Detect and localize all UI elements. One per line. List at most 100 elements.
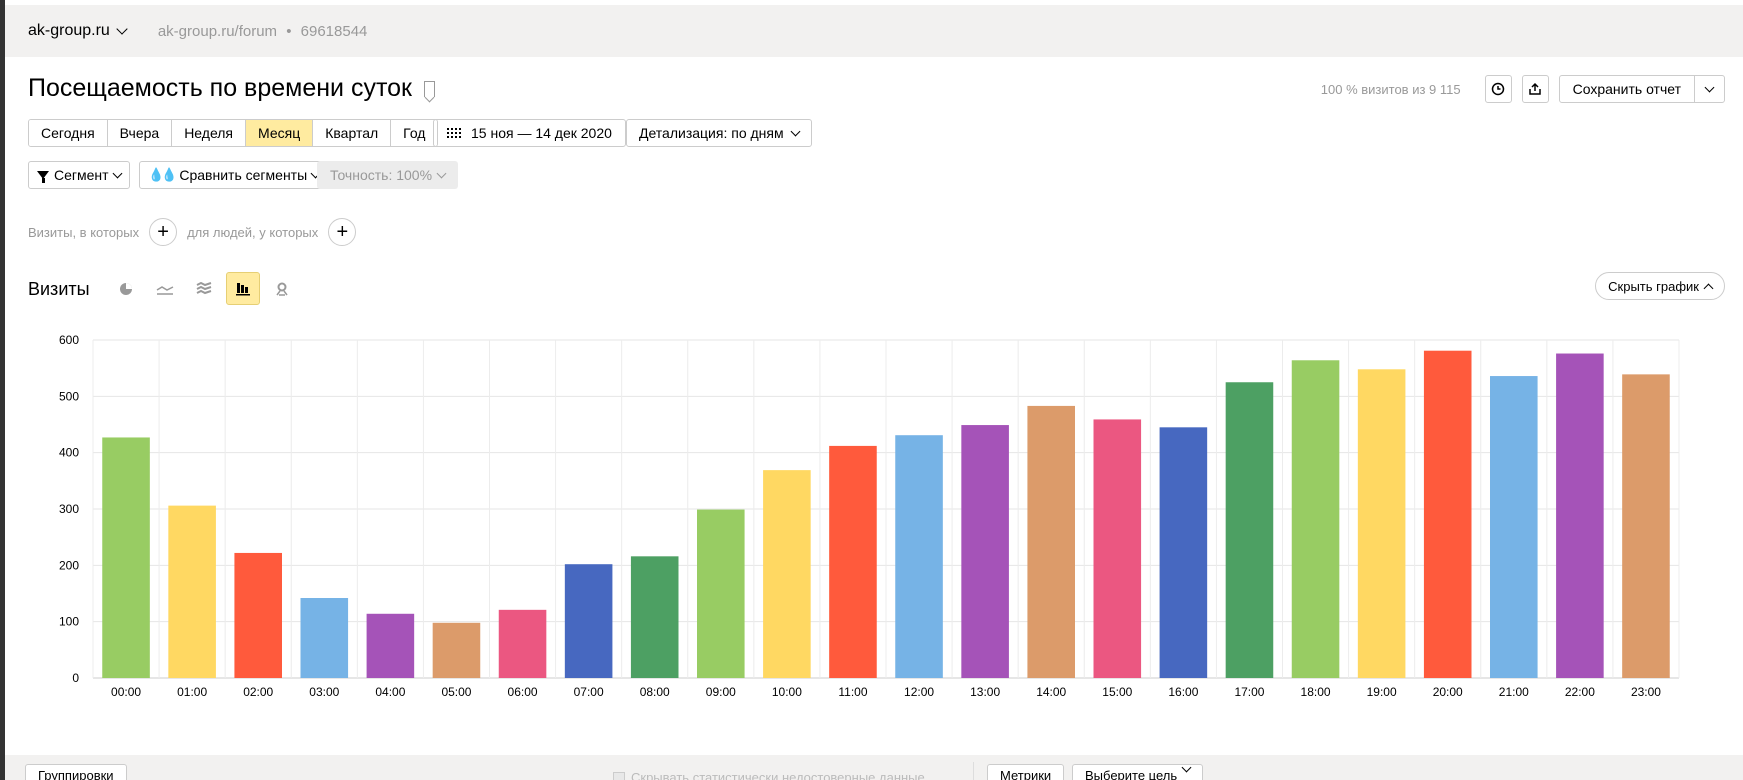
bar <box>300 598 349 678</box>
chart-type-bar[interactable] <box>226 272 260 305</box>
x-tick-label: 23:00 <box>1631 685 1661 699</box>
chevron-up-icon <box>1703 283 1714 293</box>
counter-info: ak-group.ru/forum • 69618544 <box>158 23 368 40</box>
bar <box>630 556 679 678</box>
period-quarter[interactable]: Квартал <box>313 120 392 146</box>
x-tick-label: 05:00 <box>441 685 471 699</box>
checkbox[interactable] <box>613 771 625 780</box>
accuracy-label: Точность: 100% <box>330 167 433 183</box>
bar <box>234 552 282 678</box>
period-year[interactable]: Год <box>391 120 438 146</box>
counter-path: ak-group.ru/forum <box>157 22 278 40</box>
period-week[interactable]: Неделя <box>172 120 247 146</box>
map-icon <box>276 282 288 296</box>
add-people-condition-button[interactable]: + <box>328 218 357 246</box>
bar <box>1622 374 1670 678</box>
groupings-button[interactable]: Группировки <box>25 764 127 780</box>
x-tick-label: 00:00 <box>111 685 141 699</box>
bar <box>168 505 216 678</box>
x-tick-label: 10:00 <box>772 685 802 699</box>
x-tick-label: 02:00 <box>243 685 273 699</box>
bar <box>1291 360 1340 678</box>
chart-type-switcher <box>109 272 299 305</box>
compare-segments-button[interactable]: 💧💧 Сравнить сегменты <box>139 161 329 189</box>
report-title: Посещаемость по времени суток <box>28 74 412 102</box>
divider <box>973 762 974 780</box>
x-tick-label: 08:00 <box>640 685 670 699</box>
hide-chart-label: Скрыть график <box>1608 278 1699 294</box>
bar <box>564 564 613 678</box>
x-tick-label: 03:00 <box>309 685 339 699</box>
chevron-down-icon <box>1704 82 1715 92</box>
bar <box>1093 419 1142 678</box>
x-tick-label: 19:00 <box>1367 685 1397 699</box>
goal-select-button[interactable]: Выберите цель <box>1072 762 1204 780</box>
period-yesterday[interactable]: Вчера <box>107 120 173 146</box>
metrics-button[interactable]: Метрики <box>987 764 1065 780</box>
date-range-button[interactable]: 15 ноя — 14 дек 2020 <box>433 119 626 147</box>
x-tick-label: 14:00 <box>1036 685 1066 699</box>
x-tick-label: 15:00 <box>1102 685 1132 699</box>
bar <box>1225 382 1274 678</box>
x-tick-label: 01:00 <box>177 685 207 699</box>
y-tick-label: 600 <box>59 333 79 347</box>
segment-label: Сегмент <box>54 167 109 183</box>
page-title: Посещаемость по времени суток <box>28 74 435 103</box>
save-report-menu[interactable] <box>1694 76 1724 102</box>
y-tick-label: 300 <box>59 502 79 516</box>
x-tick-label: 16:00 <box>1168 685 1198 699</box>
x-tick-label: 22:00 <box>1565 685 1595 699</box>
bar <box>1556 353 1604 678</box>
chart-type-map[interactable] <box>265 272 299 305</box>
bar <box>1159 427 1208 678</box>
x-tick-label: 11:00 <box>838 685 867 699</box>
bar <box>432 622 481 678</box>
export-button[interactable] <box>1521 75 1549 103</box>
period-today[interactable]: Сегодня <box>29 120 108 146</box>
chevron-down-icon <box>116 22 128 35</box>
history-button[interactable] <box>1484 75 1512 103</box>
visits-share-text: 100 % визитов из 9 115 <box>1320 81 1461 97</box>
bar <box>829 445 877 678</box>
calendar-icon <box>447 128 461 138</box>
y-tick-label: 400 <box>59 446 79 460</box>
bookmark-icon[interactable] <box>423 80 435 97</box>
bar <box>1357 369 1406 678</box>
bar <box>1423 350 1472 678</box>
hide-unreliable-toggle[interactable]: Скрывать статистически недостоверные дан… <box>613 770 925 780</box>
detail-dropdown[interactable]: Детализация: по дням <box>626 119 812 147</box>
visits-condition-label: Визиты, в которых <box>28 224 140 240</box>
period-month[interactable]: Месяц <box>246 120 314 146</box>
chart-type-pie[interactable] <box>109 272 143 305</box>
hide-unreliable-label: Скрывать статистически недостоверные дан… <box>631 770 925 780</box>
segment-button[interactable]: Сегмент <box>28 161 130 189</box>
period-selector: Сегодня Вчера Неделя Месяц Квартал Год <box>28 119 439 147</box>
save-report-label: Сохранить отчет <box>1572 81 1681 97</box>
x-tick-label: 04:00 <box>375 685 405 699</box>
x-tick-label: 09:00 <box>706 685 736 699</box>
chart-type-line[interactable] <box>148 272 182 305</box>
accuracy-dropdown[interactable]: Точность: 100% <box>317 161 459 189</box>
bar <box>697 509 745 678</box>
y-tick-label: 500 <box>59 389 79 403</box>
site-selector[interactable]: ak-group.ru <box>28 22 128 40</box>
bar <box>102 437 150 678</box>
bar <box>895 435 943 678</box>
bar <box>961 425 1009 678</box>
x-tick-label: 06:00 <box>508 685 538 699</box>
x-tick-label: 21:00 <box>1499 685 1529 699</box>
top-bar: ak-group.ru ak-group.ru/forum • 69618544 <box>5 5 1743 57</box>
counter-id: 69618544 <box>300 22 368 40</box>
separator-dot: • <box>286 22 292 40</box>
hide-chart-button[interactable]: Скрыть график <box>1595 272 1725 300</box>
add-visit-condition-button[interactable]: + <box>149 218 178 246</box>
bar <box>1027 405 1075 678</box>
chart-section-title: Визиты <box>28 279 90 299</box>
save-report-button[interactable]: Сохранить отчет <box>1558 75 1725 103</box>
people-condition-label: для людей, у которых <box>187 224 319 240</box>
visits-bar-chart: 0 100 200 300 400 500 600 00:00 01:00 02:00 03:00 0… <box>59 333 1680 699</box>
report-tools: 100 % визитов из 9 115 Сохранить отчет <box>1321 75 1725 103</box>
chart-type-area[interactable] <box>187 272 221 305</box>
bar <box>1490 376 1538 678</box>
x-tick-label: 17:00 <box>1234 685 1264 699</box>
